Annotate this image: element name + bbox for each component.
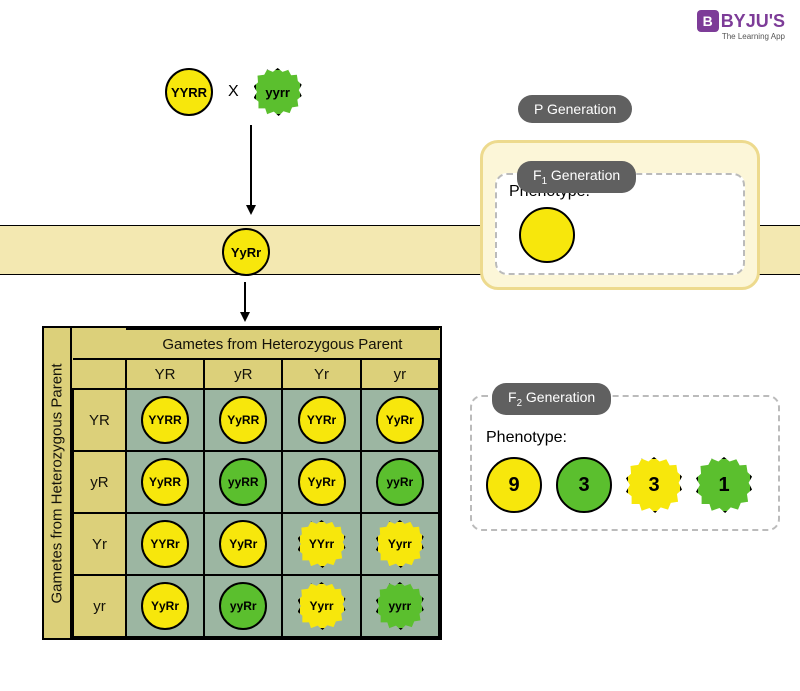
punnett-cell-0-2: YYRr xyxy=(282,389,360,451)
f2-ratio-3: 1 xyxy=(696,457,752,513)
p-generation-cross: YYRR X yyrr xyxy=(165,68,302,116)
cross-symbol: X xyxy=(228,83,239,101)
punnett-cell-1-2: YyRr xyxy=(282,451,360,513)
punnett-table: Gametes from Heterozygous Parent YR yR Y… xyxy=(72,328,440,638)
seed-3-1: yyRr xyxy=(219,582,267,630)
punnett-cell-1-0: YyRR xyxy=(126,451,204,513)
punnett-side-title: Gametes from Heterozygous Parent xyxy=(44,328,72,638)
p-generation-badge: P Generation xyxy=(518,95,632,123)
seed-3-0: YyRr xyxy=(141,582,189,630)
seed-0-3: YyRr xyxy=(376,396,424,444)
punnett-cell-1-1: yyRR xyxy=(204,451,282,513)
logo-icon: B xyxy=(697,10,719,32)
byjus-logo: B BYJU'S The Learning App xyxy=(697,10,785,32)
parent2-seed: yyrr xyxy=(254,68,302,116)
punnett-cell-2-3: Yyrr xyxy=(361,513,439,575)
punnett-cell-2-1: YyRr xyxy=(204,513,282,575)
seed-1-2: YyRr xyxy=(298,458,346,506)
punnett-cell-3-3: yyrr xyxy=(361,575,439,637)
punnett-cell-0-0: YYRR xyxy=(126,389,204,451)
punnett-cell-3-2: Yyrr xyxy=(282,575,360,637)
punnett-cell-0-1: YyRR xyxy=(204,389,282,451)
arrow-p-to-f1 xyxy=(246,125,256,215)
seed-3-3: yyrr xyxy=(376,582,424,630)
punnett-cell-0-3: YyRr xyxy=(361,389,439,451)
punnett-cell-1-3: yyRr xyxy=(361,451,439,513)
row-head-2: Yr xyxy=(73,513,126,575)
col-head-3: yr xyxy=(361,359,439,389)
logo-text: BYJU'S xyxy=(721,11,785,32)
col-head-2: Yr xyxy=(282,359,360,389)
col-head-1: yR xyxy=(204,359,282,389)
punnett-top-title: Gametes from Heterozygous Parent xyxy=(126,329,439,359)
row-head-0: YR xyxy=(73,389,126,451)
row-head-1: yR xyxy=(73,451,126,513)
f1-badge: F1 Generation xyxy=(517,161,636,193)
seed-1-1: yyRR xyxy=(219,458,267,506)
seed-2-2: YYrr xyxy=(298,520,346,568)
punnett-cell-3-0: YyRr xyxy=(126,575,204,637)
f2-phenotype-label: Phenotype: xyxy=(486,429,764,447)
seed-2-3: Yyrr xyxy=(376,520,424,568)
seed-3-2: Yyrr xyxy=(298,582,346,630)
seed-2-0: YYRr xyxy=(141,520,189,568)
f2-ratio-0: 9 xyxy=(486,457,542,513)
f2-generation-panel: F2 Generation Phenotype: 9 3 3 1 xyxy=(470,395,780,531)
f1-phenotype-seed xyxy=(519,207,575,263)
f2-ratio-row: 9 3 3 1 xyxy=(486,457,764,513)
col-head-0: YR xyxy=(126,359,204,389)
f1-generation-panel: F1 Generation Phenotype: xyxy=(480,140,760,290)
punnett-square: Gametes from Heterozygous Parent Gametes… xyxy=(42,326,442,640)
f2-ratio-1: 3 xyxy=(556,457,612,513)
row-head-3: yr xyxy=(73,575,126,637)
punnett-cell-3-1: yyRr xyxy=(204,575,282,637)
seed-2-1: YyRr xyxy=(219,520,267,568)
punnett-cell-2-2: YYrr xyxy=(282,513,360,575)
arrow-f1-to-punnett xyxy=(240,282,250,322)
seed-1-3: yyRr xyxy=(376,458,424,506)
logo-tagline: The Learning App xyxy=(722,32,785,41)
f2-ratio-2: 3 xyxy=(626,457,682,513)
seed-0-1: YyRR xyxy=(219,396,267,444)
f1-genotype-seed: YyRr xyxy=(222,228,270,276)
seed-0-0: YYRR xyxy=(141,396,189,444)
parent1-seed: YYRR xyxy=(165,68,213,116)
seed-1-0: YyRR xyxy=(141,458,189,506)
f2-badge: F2 Generation xyxy=(492,383,611,415)
seed-0-2: YYRr xyxy=(298,396,346,444)
punnett-cell-2-0: YYRr xyxy=(126,513,204,575)
